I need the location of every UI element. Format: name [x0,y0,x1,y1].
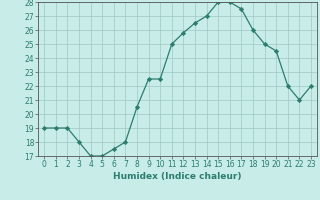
X-axis label: Humidex (Indice chaleur): Humidex (Indice chaleur) [113,172,242,181]
